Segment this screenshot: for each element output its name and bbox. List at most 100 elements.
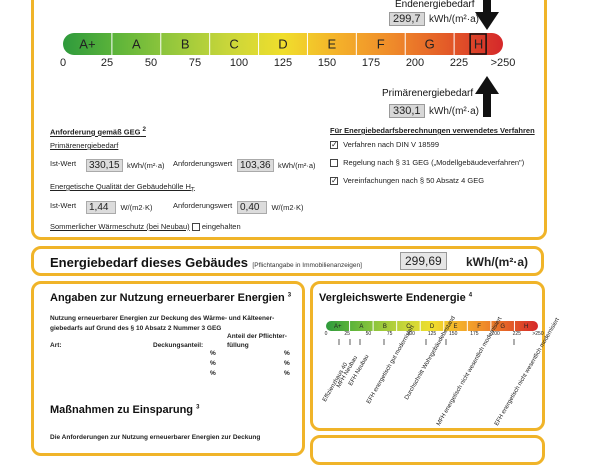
building-demand-value: 299,69 xyxy=(400,252,447,270)
scale-number: 100 xyxy=(406,331,415,337)
envelope-quality-title-text: Energetische Qualität der Gebäudehülle H xyxy=(50,182,191,191)
comparison-title: Vergleichswerte Endenergie 4 xyxy=(319,292,472,304)
building-demand-unit: kWh/(m²·a) xyxy=(466,255,528,269)
scale-letter-C: C xyxy=(229,37,238,52)
anf-value-row: 103,36 kWh/(m²·a) xyxy=(237,155,316,173)
comparison-scale-bar: A+ A B C D E F G H xyxy=(326,321,538,331)
scale-letter-F: F xyxy=(377,37,385,52)
scale-number: 25 xyxy=(344,331,350,337)
scale-letter-A: A xyxy=(132,37,141,52)
anf-label: Anforderungswert xyxy=(173,159,233,168)
qual-ist-label: Ist-Wert xyxy=(50,201,77,210)
renewable-energy-panel xyxy=(31,281,305,456)
scale-letter-F: F xyxy=(477,324,481,330)
scale-background xyxy=(326,321,538,331)
method-checkbox[interactable]: ✓ xyxy=(330,140,338,150)
percent-sign: % xyxy=(210,350,216,357)
building-demand-value-row: 299,69 xyxy=(400,252,447,270)
percent-sign: % xyxy=(210,370,216,377)
qual-anf-unit: W/(m2·K) xyxy=(271,203,304,212)
col-deckungsanteil: Deckungsanteil: xyxy=(153,342,204,349)
ist-unit: kWh/(m²·a) xyxy=(127,161,165,170)
scale-letter-G: G xyxy=(425,37,435,52)
method-label: Vereinfachungen nach § 50 Absatz 4 GEG xyxy=(343,176,485,185)
scale-number: 75 xyxy=(188,57,202,69)
summer-protection-row: Sommerlicher Wärmeschutz (bei Neubau) ei… xyxy=(50,222,241,232)
percent-sign: % xyxy=(284,370,290,377)
comparison-scale-numbers: 0 25 50 75 100 125 150 175 200 225 >250 xyxy=(325,331,544,339)
end-energy-value: 299,7 xyxy=(389,12,425,26)
percent-sign: % xyxy=(284,360,290,367)
comparison-title-text: Vergleichswerte Endenergie xyxy=(319,292,466,304)
scale-number: 150 xyxy=(317,57,337,69)
requirements-title-sup: 2 xyxy=(142,126,146,133)
method-item: Regelung nach § 31 GEG („Modellgebäudeve… xyxy=(330,158,524,168)
measures-title: Maßnahmen zu Einsparung 3 xyxy=(50,404,199,416)
methods-title: Für Energiebedarfsberechnungen verwendet… xyxy=(330,126,535,135)
method-label: Verfahren nach DIN V 18599 xyxy=(343,140,439,149)
scale-number: 225 xyxy=(512,331,521,337)
qual-anf-value-row: 0,40 W/(m2·K) xyxy=(237,197,304,215)
measures-desc: Die Anforderungen zur Nutzung erneuerbar… xyxy=(50,434,261,441)
arrow-down-icon xyxy=(475,0,499,30)
primary-energy-value: 330,1 xyxy=(389,104,425,118)
requirements-title: Anforderung gemäß GEG 2 xyxy=(50,126,146,137)
scale-letter-D: D xyxy=(430,324,435,330)
renewable-title: Angaben zur Nutzung erneuerbarer Energie… xyxy=(50,292,291,304)
ist-value: 330,15 xyxy=(86,159,123,172)
building-demand-title-row: Energiebedarf dieses Gebäudes [Pflichtan… xyxy=(50,254,362,272)
scale-number: >250 xyxy=(532,331,544,337)
anf-value: 103,36 xyxy=(237,159,274,172)
scale-number: 100 xyxy=(229,57,249,69)
end-energy-unit: kWh/(m²·a) xyxy=(428,14,479,25)
scale-background xyxy=(63,33,503,55)
comparison-title-sup: 4 xyxy=(468,292,473,299)
scale-number: 150 xyxy=(449,331,458,337)
summer-checkbox-label: eingehalten xyxy=(201,222,241,231)
scale-number: 225 xyxy=(449,57,469,69)
ist-value-row: 330,15 kWh/(m²·a) xyxy=(86,155,165,173)
energy-rating-panel xyxy=(31,0,547,240)
envelope-quality-title-sub: T xyxy=(190,186,195,194)
qual-ist-unit: W/(m2·K) xyxy=(120,203,153,212)
arrow-up-icon xyxy=(475,76,499,117)
envelope-quality-title: Energetische Qualität der Gebäudehülle H… xyxy=(50,182,195,194)
current-rating-marker xyxy=(469,33,487,55)
building-demand-panel xyxy=(31,246,544,276)
scale-letter-B: B xyxy=(181,37,190,52)
method-item: ✓ Verfahren nach DIN V 18599 xyxy=(330,140,439,150)
method-checkbox[interactable]: ✓ xyxy=(330,176,338,186)
method-checkbox[interactable] xyxy=(330,159,338,168)
building-demand-note: [Pflichtangabe in Immobilienanzeigen] xyxy=(252,262,362,269)
scale-letter-E: E xyxy=(328,37,337,52)
col-pflicht-line2: füllung xyxy=(227,342,249,349)
scale-number: >250 xyxy=(490,57,516,69)
scale-letter-G: G xyxy=(500,324,505,330)
scale-number: 125 xyxy=(273,57,293,69)
primary-energy-value-row: 330,1 kWh/(m²·a) xyxy=(389,101,479,119)
scale-letter-A: A xyxy=(359,324,363,330)
renewable-desc-line2: giebedarfs auf Grund des § 10 Absatz 2 N… xyxy=(50,325,222,332)
qual-ist-value: 1,44 xyxy=(86,201,116,214)
percent-sign: % xyxy=(210,360,216,367)
qual-anf-label: Anforderungswert xyxy=(173,201,233,210)
end-energy-label: Endenergiebedarf xyxy=(395,0,475,10)
scale-letter-C: C xyxy=(406,324,411,330)
scale-letter-D: D xyxy=(278,37,287,52)
ist-label: Ist-Wert xyxy=(50,159,77,168)
scale-number: 25 xyxy=(100,57,114,69)
percent-sign: % xyxy=(284,350,290,357)
summer-checkbox[interactable] xyxy=(191,223,200,232)
anf-unit: kWh/(m²·a) xyxy=(278,161,316,170)
col-art: Art: xyxy=(50,342,62,349)
scale-number: 50 xyxy=(365,331,372,337)
method-item: ✓ Vereinfachungen nach § 50 Absatz 4 GEG xyxy=(330,176,485,186)
requirements-title-text: Anforderung gemäß GEG xyxy=(50,127,141,137)
primary-demand-subtitle: Primärenergiebedarf xyxy=(50,141,119,150)
summer-protection-label: Sommerlicher Wärmeschutz (bei Neubau) xyxy=(50,222,190,231)
scale-number: 0 xyxy=(324,331,328,337)
col-pflicht-line1: Anteil der Pflichter- xyxy=(227,333,287,340)
measures-title-text: Maßnahmen zu Einsparung xyxy=(50,404,194,416)
scale-letter-A+: A+ xyxy=(79,37,95,52)
scale-number: 50 xyxy=(144,57,158,69)
